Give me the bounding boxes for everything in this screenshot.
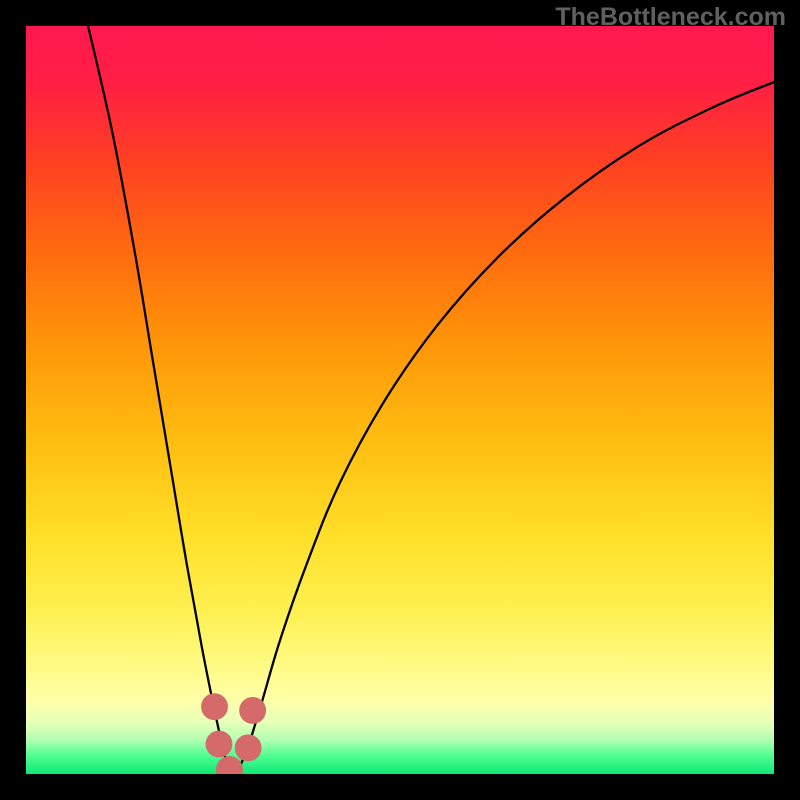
curve-marker [201,693,228,720]
chart-frame: TheBottleneck.com [0,0,800,800]
v-curve [88,26,774,773]
curve-marker [235,734,262,761]
plot-area [26,26,774,774]
curve-marker [206,731,233,758]
watermark-text: TheBottleneck.com [555,3,786,32]
curve-layer [26,26,774,774]
curve-markers [201,693,266,774]
curve-marker [239,697,266,724]
curve-marker [216,756,243,774]
